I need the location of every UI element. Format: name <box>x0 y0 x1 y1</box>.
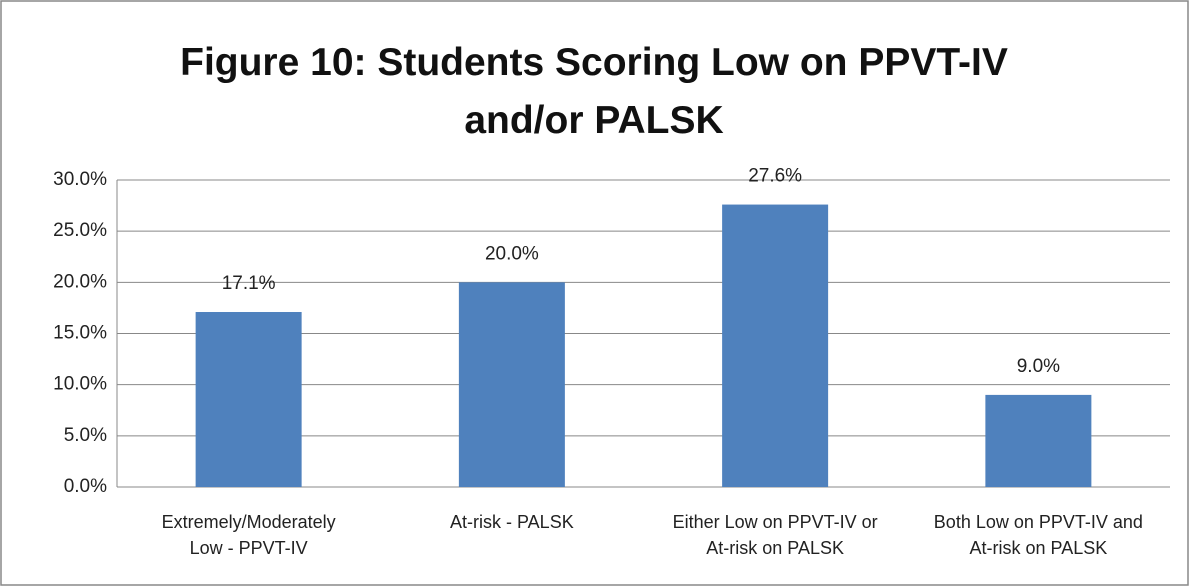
y-tick-label: 0.0% <box>64 476 107 497</box>
y-tick-label: 15.0% <box>53 323 107 344</box>
data-label: 20.0% <box>485 243 539 264</box>
data-label: 9.0% <box>1017 356 1060 377</box>
x-tick-label: Both Low on PPVT-IV and At-risk on PALSK <box>933 512 1143 558</box>
bar <box>722 204 829 487</box>
y-tick-label: 20.0% <box>53 271 107 292</box>
y-tick-label: 5.0% <box>64 425 107 446</box>
y-tick-label: 30.0% <box>53 169 107 190</box>
data-label: 17.1% <box>222 273 276 294</box>
x-tick-label: Extremely/Moderately Low - PPVT-IV <box>161 512 336 558</box>
y-tick-label: 25.0% <box>53 220 107 241</box>
bar <box>985 394 1092 487</box>
x-tick-label: Either Low on PPVT-IV or At-risk on PALS… <box>672 512 878 558</box>
bar <box>458 282 565 487</box>
bar <box>195 312 302 487</box>
x-tick-label: At-risk - PALSK <box>450 512 574 532</box>
y-tick-label: 10.0% <box>53 374 107 395</box>
chart-title: Figure 10: Students Scoring Low on PPVT-… <box>180 41 1008 142</box>
data-label: 27.6% <box>748 166 802 187</box>
